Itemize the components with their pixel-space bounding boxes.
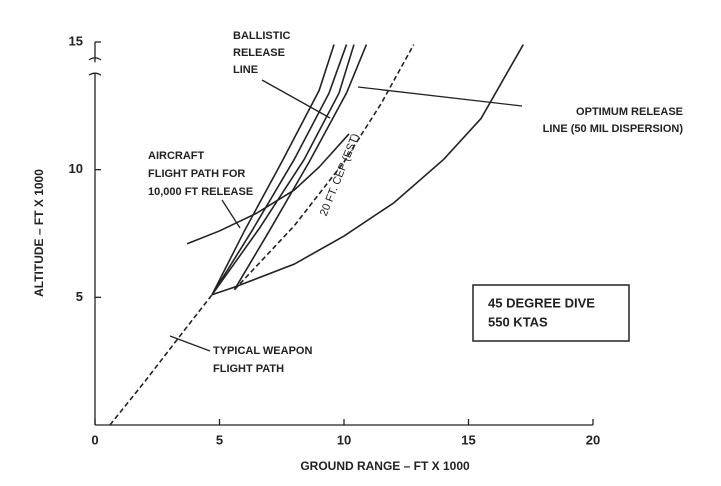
leader-line [357, 86, 523, 107]
annotation: 550 KTAS [488, 314, 548, 329]
x-tick-label: 10 [337, 432, 351, 447]
x-tick-label: 5 [216, 432, 223, 447]
leader-line [221, 199, 241, 229]
curve [186, 133, 350, 245]
x-tick-label: 0 [91, 432, 98, 447]
curve [211, 44, 348, 296]
annotation: 10,000 FT RELEASE [148, 186, 253, 198]
x-axis-label: GROUND RANGE – FT X 1000 [300, 459, 470, 473]
curve [211, 44, 524, 296]
y-tick-label: 5 [76, 289, 83, 304]
leader-line [169, 335, 211, 352]
curve [211, 44, 335, 296]
annotation: LINE (50 MIL DISPERSION) [543, 123, 684, 135]
annotation: 45 DEGREE DIVE [488, 295, 595, 310]
annotation: BALLISTIC [233, 30, 290, 42]
y-tick-label: 15 [69, 33, 83, 48]
annotation: LINE [233, 64, 258, 76]
curve [233, 44, 368, 291]
annotation: FLIGHT PATH [213, 363, 284, 375]
note-box [472, 284, 630, 342]
curve [211, 44, 355, 296]
x-tick-label: 20 [586, 432, 600, 447]
curve [233, 44, 415, 291]
x-tick-label: 15 [461, 432, 475, 447]
annotation: OPTIMUM RELEASE [576, 106, 683, 118]
y-tick-label: 10 [69, 161, 83, 176]
y-axis-label: ALTITUDE – FT X 1000 [32, 169, 46, 297]
annotation: AIRCRAFT [148, 150, 204, 162]
curve [109, 294, 213, 426]
axis-break [88, 57, 102, 76]
annotation: FLIGHT PATH FOR [148, 168, 245, 180]
annotation: TYPICAL WEAPON [213, 345, 312, 357]
annotation: RELEASE [233, 47, 285, 59]
